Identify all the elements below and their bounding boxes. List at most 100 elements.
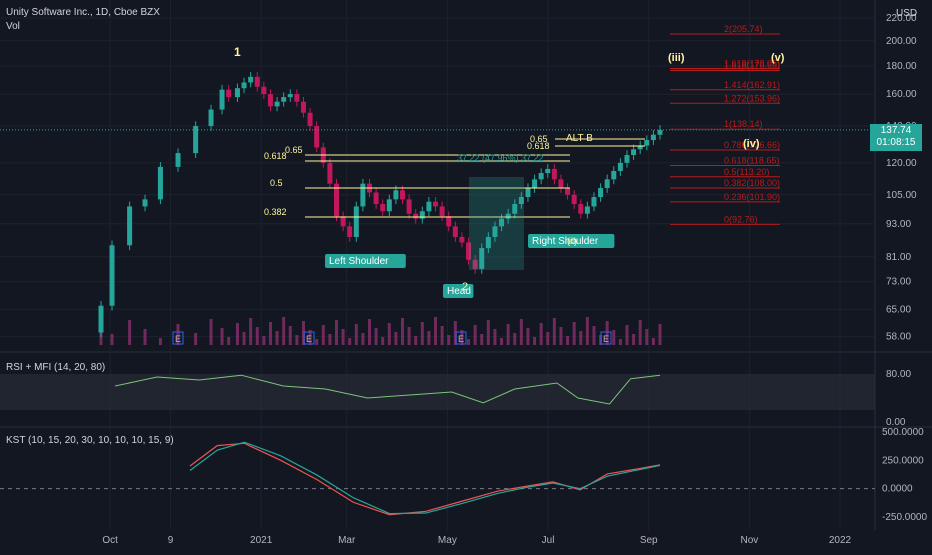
candle-body <box>261 86 267 95</box>
candle-body <box>631 149 637 156</box>
wave-v-label: (v) <box>771 52 785 64</box>
retracement-label: 0.65 <box>530 134 548 144</box>
candle-body <box>604 179 610 189</box>
price-tick-label: 65.00 <box>886 304 911 315</box>
volume-bar <box>453 321 457 345</box>
volume-bar <box>638 320 642 345</box>
candle-body <box>380 204 386 212</box>
candle-body <box>479 248 485 269</box>
volume-bar <box>566 336 570 345</box>
volume-bar <box>473 325 477 345</box>
volume-bar <box>427 331 431 345</box>
candle-body <box>98 305 104 333</box>
measure-label: 37.22 (47.96%) 37.22 <box>457 153 544 163</box>
candle-body <box>637 145 643 150</box>
volume-bar <box>394 332 398 345</box>
candle-body <box>413 213 419 219</box>
wave-iv-label: (iv) <box>743 138 760 150</box>
volume-bar <box>506 324 510 345</box>
kst-tick-label: 500.0000 <box>882 427 924 438</box>
volume-bar <box>288 326 292 345</box>
time-tick-label: Jul <box>542 535 555 546</box>
price-tick-label: 180.00 <box>886 61 917 72</box>
candle-body <box>492 226 498 237</box>
fib-level-label: 0.786(126.66) <box>724 140 780 150</box>
earnings-marker-box <box>303 331 315 345</box>
kst-title: KST (10, 15, 20, 30, 10, 10, 10, 15, 9) <box>6 435 174 446</box>
volume-bar <box>612 330 616 345</box>
time-tick-label: Nov <box>740 535 758 546</box>
volume-bar <box>513 333 517 345</box>
volume-bar <box>387 323 391 345</box>
volume-bar <box>176 324 180 345</box>
price-tick-label: 105.00 <box>886 190 917 201</box>
kst-line <box>189 442 661 516</box>
volume-bar <box>440 326 444 345</box>
price-tick-label: 73.00 <box>886 277 911 288</box>
volume-bar <box>420 322 424 345</box>
volume-bar <box>209 319 213 345</box>
price-tick-label: 200.00 <box>886 36 917 47</box>
volume-bar <box>407 327 411 345</box>
candle-body <box>426 201 432 212</box>
candle-body <box>373 192 379 205</box>
volume-bar <box>493 329 497 345</box>
volume-bar <box>447 335 451 345</box>
rsi-tick-label: 80.00 <box>886 369 911 380</box>
volume-bar <box>559 327 563 345</box>
fib-level-label: 0.5(113.20) <box>724 167 769 177</box>
candle-body <box>314 126 320 148</box>
candle-body <box>241 82 247 89</box>
candle-body <box>611 170 617 180</box>
candle-body <box>624 155 630 163</box>
wave-1-label: 1 <box>234 45 241 59</box>
volume-bar <box>539 323 543 345</box>
retracement-label: 0.5 <box>270 178 283 188</box>
volume-bar <box>367 319 371 345</box>
candle-body <box>393 190 399 200</box>
candle-body <box>254 76 260 87</box>
volume-bar <box>401 318 405 345</box>
rsi-tick-label: 0.00 <box>886 417 906 428</box>
time-tick-label: 2022 <box>829 535 852 546</box>
volume-bar <box>321 325 325 345</box>
volume-bar <box>434 317 438 345</box>
volume-bar <box>645 329 649 345</box>
volume-bar <box>194 333 198 345</box>
volume-bar <box>414 336 418 345</box>
volume-bar <box>341 329 345 345</box>
volume-bar <box>361 333 365 345</box>
candle-body <box>459 236 465 243</box>
candle-body <box>353 206 359 237</box>
candle-body <box>617 162 623 171</box>
volume-bar <box>268 322 272 345</box>
measure-box <box>469 177 524 270</box>
time-tick-label: Sep <box>640 535 658 546</box>
fib-level-label: 1.618(178.05) <box>724 59 780 69</box>
candle-body <box>525 188 531 198</box>
candle-body <box>598 188 604 198</box>
volume-bar <box>572 322 576 345</box>
retracement-label: 0.618 <box>527 141 550 151</box>
candle-body <box>512 204 518 214</box>
candle-body <box>551 168 557 180</box>
earnings-marker-box <box>455 331 467 345</box>
candle-body <box>281 97 287 102</box>
candle-body <box>327 162 333 184</box>
candle-body <box>219 89 225 110</box>
volume-label: Vol <box>6 21 20 32</box>
wave-2-label: 2 <box>462 281 468 293</box>
candle-body <box>333 183 339 217</box>
price-tick-label: 220.00 <box>886 13 917 24</box>
volume-bar <box>480 334 484 345</box>
candle-body <box>267 94 273 107</box>
volume-bar <box>315 339 319 345</box>
wave-ii-label: (ii) <box>567 236 577 246</box>
candle-body <box>419 211 425 219</box>
volume-bar <box>546 332 550 345</box>
volume-bar <box>227 337 231 345</box>
candle-body <box>386 199 392 212</box>
volume-bar <box>255 327 259 345</box>
